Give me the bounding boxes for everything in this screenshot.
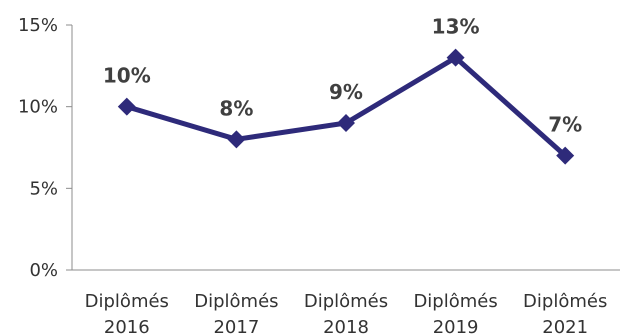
y-tick-label: 15% bbox=[18, 15, 58, 36]
data-label: 13% bbox=[432, 15, 480, 39]
data-label: 7% bbox=[548, 113, 582, 137]
y-tick-label: 5% bbox=[29, 178, 58, 199]
data-point-marker bbox=[337, 114, 355, 132]
data-point-marker bbox=[117, 97, 136, 116]
series: 10% 8% 9% 13% 7% bbox=[103, 15, 582, 165]
data-point-marker bbox=[556, 146, 575, 165]
data-label: 8% bbox=[219, 96, 253, 120]
data-label: 9% bbox=[329, 80, 363, 104]
x-axis: Diplômés 2016 Diplômés 2017 Diplômés 2018 Dipl… bbox=[72, 269, 620, 334]
x-tick-label: Diplômés 2016 bbox=[85, 291, 169, 334]
y-tick-label: 0% bbox=[29, 260, 58, 281]
y-axis: 0% 5% 10% 15% bbox=[18, 15, 73, 281]
x-tick-label: Diplômés 2017 bbox=[194, 291, 278, 334]
data-point-marker bbox=[446, 48, 465, 67]
x-tick-label: Diplômés 2021 bbox=[523, 291, 607, 334]
x-tick-label: Diplômés 2018 bbox=[304, 291, 388, 334]
data-label: 10% bbox=[103, 64, 151, 88]
series-line bbox=[126, 55, 567, 158]
data-point-marker bbox=[227, 130, 246, 149]
x-tick-label: Diplômés 2019 bbox=[413, 291, 497, 334]
y-tick-label: 10% bbox=[18, 97, 58, 118]
